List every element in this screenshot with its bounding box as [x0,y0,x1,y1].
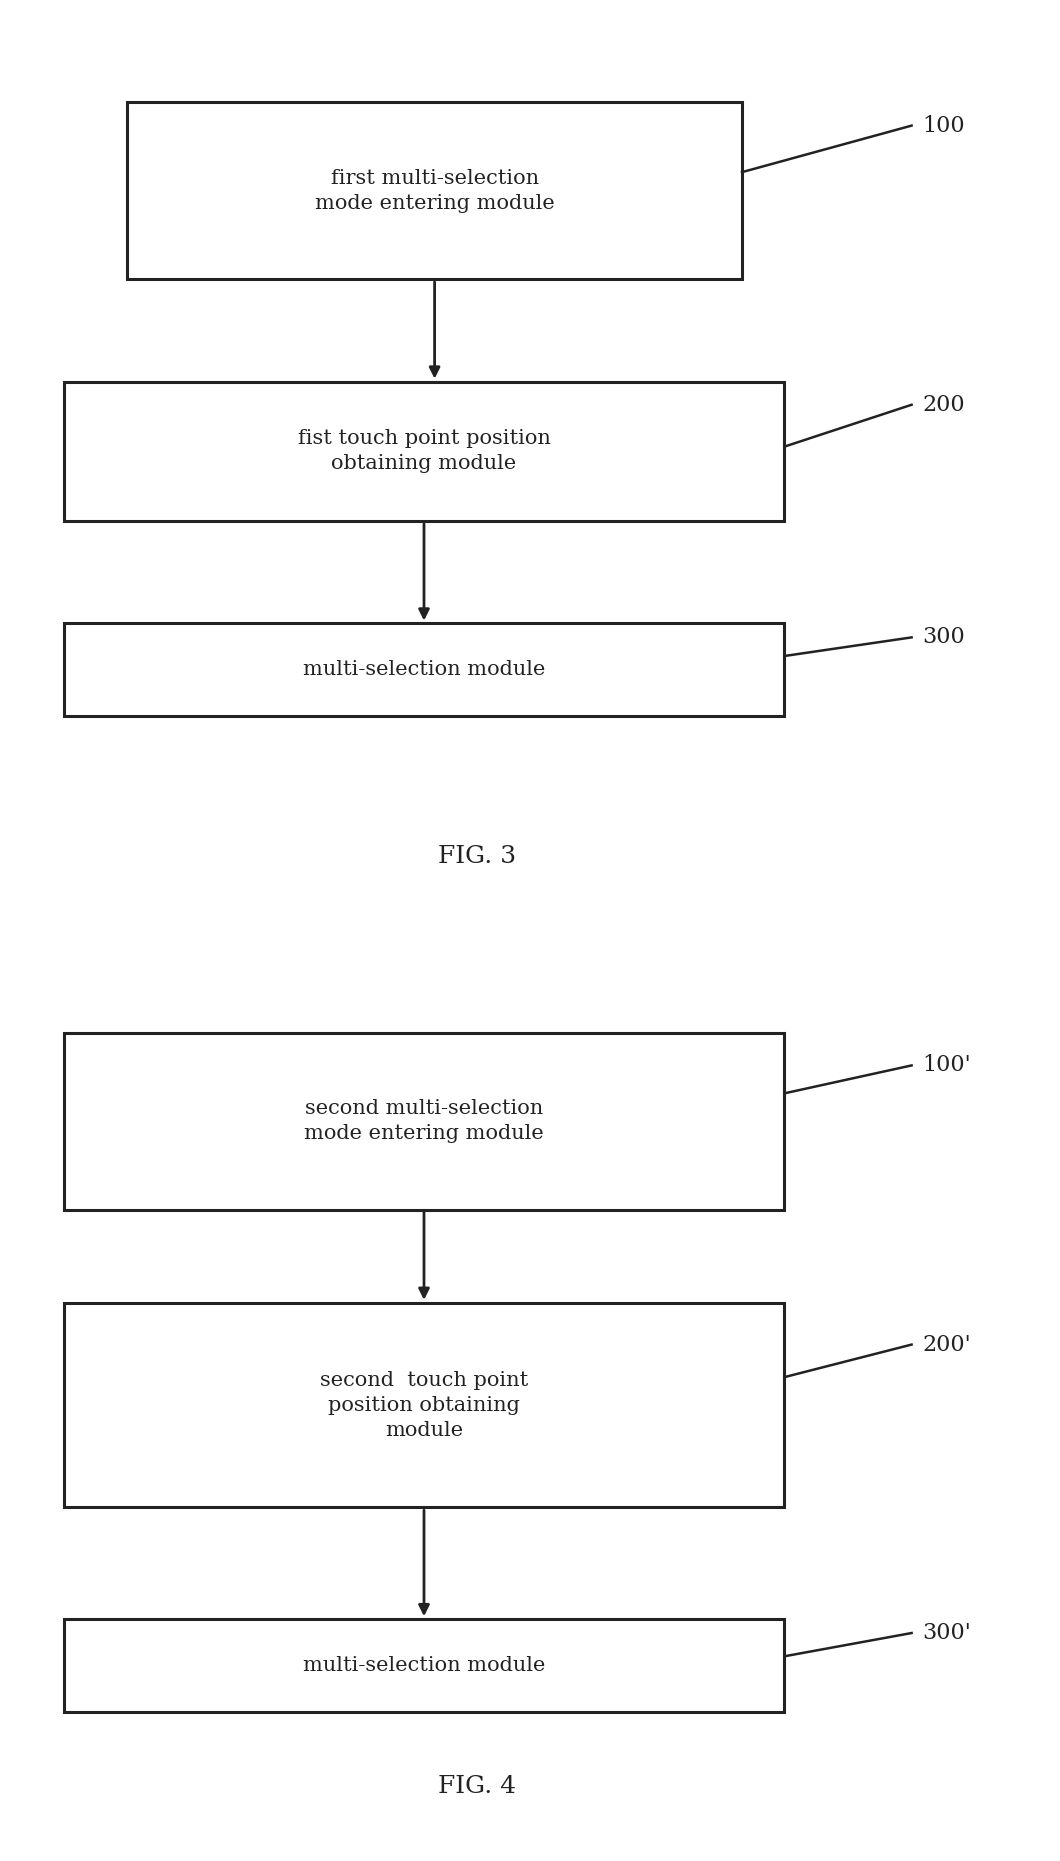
FancyBboxPatch shape [64,1033,784,1210]
Text: second multi-selection
mode entering module: second multi-selection mode entering mod… [304,1100,544,1143]
Text: 100': 100' [922,1055,971,1076]
FancyBboxPatch shape [64,1619,784,1712]
Text: 100: 100 [922,115,965,136]
Text: 300: 300 [922,627,965,648]
Text: 300': 300' [922,1623,971,1643]
Text: fist touch point position
obtaining module: fist touch point position obtaining modu… [298,430,550,473]
Text: FIG. 4: FIG. 4 [438,1775,516,1798]
FancyBboxPatch shape [64,623,784,716]
Text: second  touch point
position obtaining
module: second touch point position obtaining mo… [320,1370,528,1440]
FancyBboxPatch shape [64,382,784,521]
Text: 200': 200' [922,1334,971,1355]
FancyBboxPatch shape [127,102,742,279]
Text: first multi-selection
mode entering module: first multi-selection mode entering modu… [315,169,554,212]
Text: 200: 200 [922,395,965,415]
Text: multi-selection module: multi-selection module [303,661,545,679]
FancyBboxPatch shape [64,1303,784,1507]
Text: multi-selection module: multi-selection module [303,1656,545,1675]
Text: FIG. 3: FIG. 3 [438,845,516,867]
